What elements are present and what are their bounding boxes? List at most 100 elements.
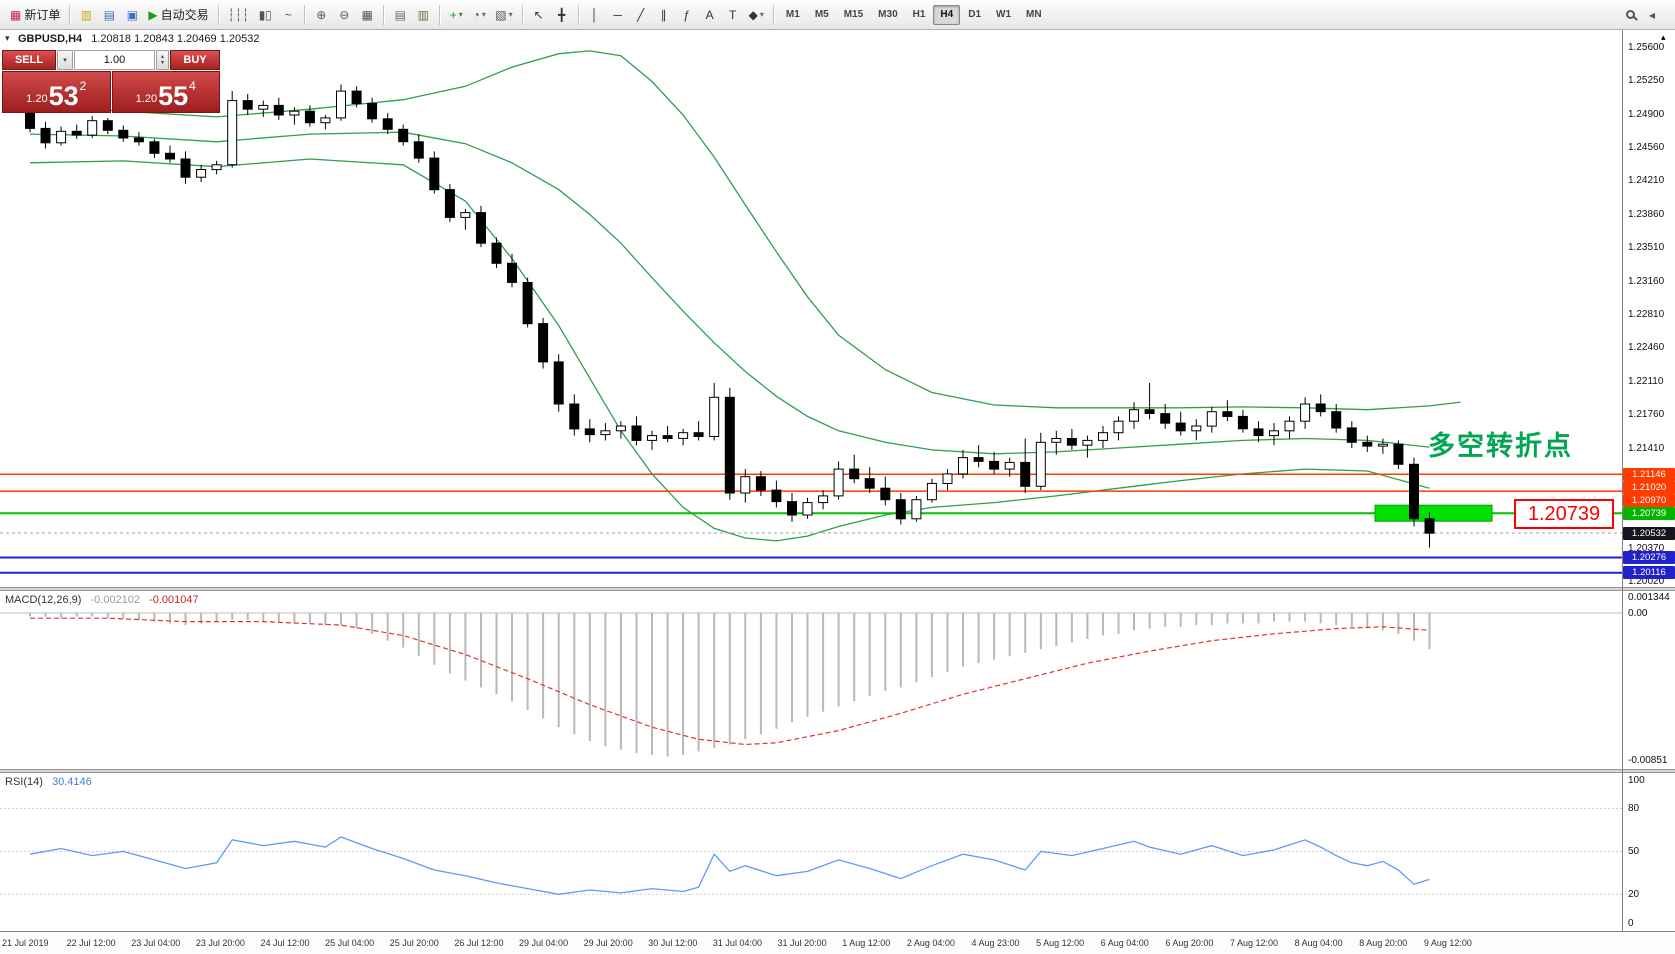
periods-button[interactable]: ◔ ▾ bbox=[468, 4, 490, 26]
timeframe-w1-button[interactable]: W1 bbox=[996, 9, 1012, 20]
panel-splitter-1[interactable] bbox=[0, 587, 1675, 591]
line-chart-button-icon: ~ bbox=[284, 7, 292, 22]
price-scale-label: 1.22460 bbox=[1628, 342, 1665, 354]
auto-trading-button-label: 自动交易 bbox=[160, 8, 209, 22]
timeframe-m1-button[interactable]: M1 bbox=[785, 9, 800, 20]
time-axis-label: 23 Jul 20:00 bbox=[195, 938, 245, 948]
time-axis-label: 1 Aug 12:00 bbox=[842, 938, 891, 948]
vertical-line-button[interactable]: │ bbox=[584, 4, 606, 26]
timeframe-d1-button[interactable]: D1 bbox=[968, 9, 982, 20]
zoom-out-button[interactable]: ⊖ bbox=[333, 4, 355, 26]
trendline-button[interactable]: ╱ bbox=[630, 4, 652, 26]
time-axis-label: 6 Aug 04:00 bbox=[1100, 938, 1149, 948]
price-callout-label[interactable]: 1.20739 bbox=[1514, 499, 1614, 529]
chart-ohlc-values: 1.20818 1.20843 1.20469 1.20532 bbox=[91, 33, 260, 45]
volume-spinner[interactable]: ▴ ▾ bbox=[156, 50, 169, 70]
chart-shift-button-icon: ▥ bbox=[417, 7, 429, 22]
buy-price[interactable]: 1.20 55 4 bbox=[111, 71, 220, 113]
equidistant-channel-button-icon: ∥ bbox=[660, 7, 667, 22]
volume-dropdown[interactable]: ▾ bbox=[57, 50, 73, 70]
price-scale-label: 1.25250 bbox=[1628, 75, 1665, 87]
new-order-button-label: 新订单 bbox=[24, 8, 61, 22]
text-label-button[interactable]: T bbox=[722, 4, 744, 26]
fibonacci-button-icon: ƒ bbox=[683, 7, 690, 22]
time-axis-label: 5 Aug 12:00 bbox=[1036, 938, 1085, 948]
equidistant-channel-button[interactable]: ∥ bbox=[653, 4, 675, 26]
toolbar-separator bbox=[383, 4, 385, 25]
time-axis-label: 6 Aug 20:00 bbox=[1165, 938, 1214, 948]
text-button[interactable]: A bbox=[699, 4, 721, 26]
time-axis-label: 7 Aug 12:00 bbox=[1229, 938, 1279, 948]
candlestick-chart-button[interactable]: ▮▯ bbox=[254, 4, 276, 26]
chart-list-button[interactable]: ▥ bbox=[75, 4, 97, 26]
sell-price[interactable]: 1.20 53 2 bbox=[2, 71, 111, 113]
templates-button-icon: ▧ bbox=[495, 7, 507, 22]
one-click-trading-panel: SELL ▾ 1.00 ▴ ▾ BUY 1.20 53 2 1.20 55 4 bbox=[2, 50, 220, 113]
time-axis[interactable]: 21 Jul 2019 22 Jul 12:00 23 Jul 04:00 23 Ju… bbox=[0, 931, 1675, 954]
line-chart-button[interactable]: ~ bbox=[277, 4, 299, 26]
price-scale-label: 1.24560 bbox=[1628, 141, 1665, 153]
time-axis-label: 2 Aug 04:00 bbox=[906, 938, 955, 948]
chevron-down-icon: ▾ bbox=[508, 10, 513, 19]
toolbar-separator bbox=[69, 4, 71, 25]
macd-label: MACD(12,26,9) -0.002102 -0.001047 bbox=[5, 594, 199, 606]
navigator-button[interactable]: ▣ bbox=[121, 4, 143, 26]
time-axis-label: 29 Jul 04:00 bbox=[519, 938, 569, 948]
horizontal-line-button[interactable]: ─ bbox=[607, 4, 629, 26]
rsi-label: RSI(14) 30.4146 bbox=[5, 776, 92, 788]
time-axis-label: 29 Jul 20:00 bbox=[583, 938, 633, 948]
collapse-toolbar-button[interactable]: ◂ bbox=[1641, 4, 1663, 26]
time-axis-label: 31 Jul 20:00 bbox=[777, 938, 827, 948]
volume-input[interactable]: 1.00 bbox=[74, 50, 155, 70]
zoom-in-button[interactable]: ⊕ bbox=[310, 4, 332, 26]
crosshair-button-icon: ╋ bbox=[558, 7, 566, 22]
chart-shift-button[interactable]: ▥ bbox=[412, 4, 434, 26]
timeframe-h4-button[interactable]: H4 bbox=[933, 4, 961, 25]
time-axis-label: 22 Jul 12:00 bbox=[66, 938, 116, 948]
price-scale-label: 1.25600 bbox=[1628, 42, 1665, 53]
timeframe-m15-button[interactable]: M15 bbox=[843, 9, 864, 20]
cursor-button[interactable]: ↖ bbox=[528, 4, 550, 26]
price-scale-label: 1.24210 bbox=[1628, 175, 1665, 187]
timeframe-m5-button[interactable]: M5 bbox=[814, 9, 829, 20]
search-button[interactable] bbox=[1619, 4, 1641, 26]
templates-button[interactable]: ▧ ▾ bbox=[491, 4, 516, 26]
buy-button[interactable]: BUY bbox=[170, 50, 220, 70]
auto-scroll-button[interactable]: ▤ bbox=[389, 4, 411, 26]
collapse-toolbar-button-icon: ◂ bbox=[1648, 7, 1656, 22]
sell-price-prefix: 1.20 bbox=[26, 93, 48, 105]
chevron-down-icon: ▾ bbox=[458, 10, 463, 19]
timeframe-h1-button[interactable]: H1 bbox=[912, 9, 926, 20]
market-watch-button[interactable]: ▤ bbox=[98, 4, 120, 26]
chevron-down-icon: ▾ bbox=[481, 10, 486, 19]
price-line-label: 1.20116 bbox=[1623, 566, 1675, 580]
macd-main-value: -0.002102 bbox=[90, 594, 141, 606]
crosshair-button[interactable]: ╋ bbox=[551, 4, 573, 26]
macd-scale-label: 0.00 bbox=[1628, 608, 1648, 619]
timeframe-mn-button[interactable]: MN bbox=[1026, 9, 1042, 20]
fibonacci-button[interactable]: ƒ bbox=[676, 4, 698, 26]
candlestick-chart-button-icon: ▮▯ bbox=[258, 7, 272, 22]
timeframe-m30-button[interactable]: M30 bbox=[878, 9, 898, 20]
price-scale-label: 1.23860 bbox=[1628, 208, 1665, 220]
time-axis-label: 30 Jul 12:00 bbox=[648, 938, 698, 948]
one-click-collapse-icon[interactable]: ▾ bbox=[5, 33, 10, 43]
tile-windows-button-icon: ▦ bbox=[361, 7, 373, 22]
time-axis-label: 21 Jul 2019 bbox=[2, 938, 49, 948]
auto-trading-button[interactable]: ▶ 自动交易 bbox=[144, 4, 212, 26]
macd-scale-label: -0.00851 bbox=[1628, 755, 1668, 767]
turning-point-annotation[interactable]: 多空转折点 bbox=[1428, 431, 1573, 461]
bar-chart-button[interactable]: ┆┆┆ bbox=[224, 4, 254, 26]
indicators-button[interactable]: + ▾ bbox=[445, 4, 467, 26]
time-axis-label: 8 Aug 04:00 bbox=[1294, 938, 1343, 948]
trendline-button-icon: ╱ bbox=[637, 7, 645, 22]
new-order-button[interactable]: ▦ 新订单 bbox=[6, 4, 64, 26]
spinner-down-icon: ▾ bbox=[160, 60, 164, 66]
arrows-button[interactable]: ◆ ▾ bbox=[745, 4, 768, 26]
auto-trading-button-icon: ▶ bbox=[148, 7, 158, 22]
scale-marker-icon: ▴ bbox=[1661, 32, 1666, 42]
tile-windows-button[interactable]: ▦ bbox=[356, 4, 378, 26]
sell-button[interactable]: SELL bbox=[2, 50, 56, 70]
time-axis-label: 25 Jul 04:00 bbox=[325, 938, 375, 948]
panel-splitter-2[interactable] bbox=[0, 769, 1675, 773]
